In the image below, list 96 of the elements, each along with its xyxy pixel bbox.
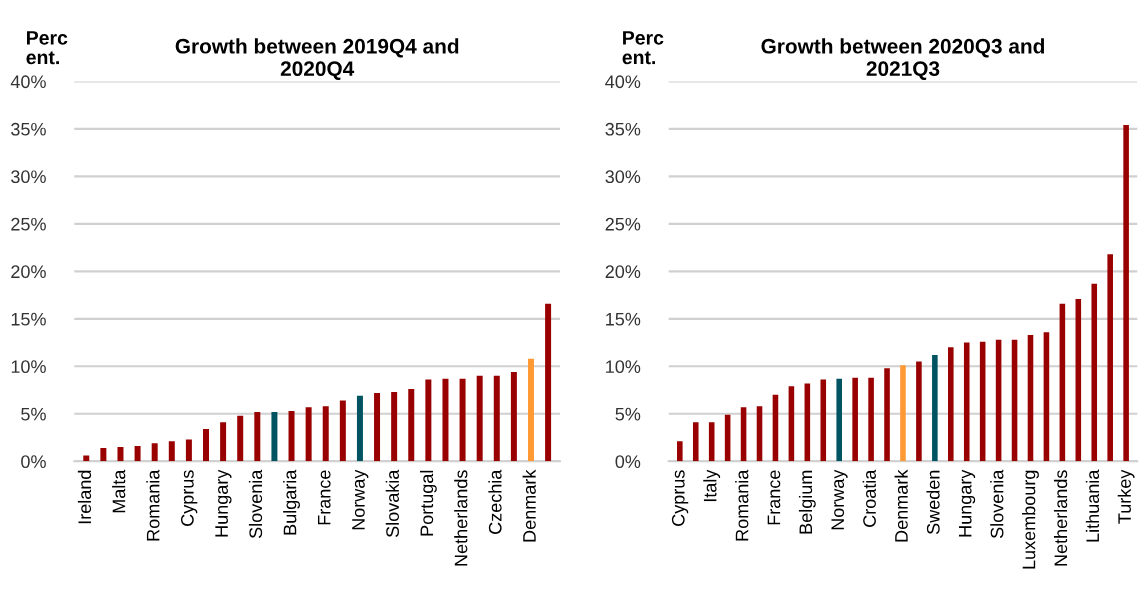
- x-tick-label: Belgium: [798, 470, 816, 534]
- x-tick-label: Bulgaria: [283, 469, 300, 535]
- y-tick-label: 5%: [21, 407, 46, 421]
- bar: [708, 422, 715, 462]
- y-tick-label: 25%: [605, 217, 641, 231]
- x-tick-label: Slovenia: [248, 469, 263, 539]
- bar: [391, 391, 398, 462]
- bar: [545, 303, 552, 462]
- x-tick-label: Netherlands: [454, 470, 468, 566]
- bar: [476, 375, 483, 462]
- x-tick-label: Portugal: [419, 470, 437, 536]
- x-tick-label: France: [317, 470, 331, 525]
- chart-title: Growth between 2020Q3 and 2021Q3: [761, 38, 1045, 80]
- bar: [692, 422, 699, 462]
- x-tick-label: Norway: [352, 469, 369, 530]
- y-tick-label: 15%: [11, 312, 46, 326]
- bar: [916, 361, 922, 462]
- y-tick-label: 20%: [11, 265, 46, 279]
- bar: [237, 415, 244, 462]
- bar: [305, 407, 312, 462]
- y-tick-label: 10%: [606, 360, 641, 374]
- y-tick-label: 0%: [615, 455, 641, 469]
- bar: [1123, 125, 1129, 462]
- y-tick-label: 40%: [605, 75, 641, 89]
- chart-title: Growth between 2019Q4 and 2020Q4: [175, 38, 459, 80]
- x-tick-label: Cyprus: [180, 470, 198, 526]
- bar: [151, 443, 158, 462]
- x-tick-label: Turkey: [1117, 469, 1135, 524]
- bar: [220, 422, 227, 462]
- x-tick-label: Ireland: [77, 470, 92, 524]
- bar: [374, 392, 381, 462]
- bar: [100, 448, 107, 462]
- bar: [948, 347, 954, 462]
- x-tick-label: Hungary: [958, 469, 976, 537]
- bar: [185, 439, 192, 462]
- y-tick-label: 35%: [605, 122, 641, 136]
- x-tick-label: Malta: [112, 469, 126, 513]
- y-tick-label: 25%: [11, 217, 46, 231]
- x-tick-label: France: [767, 470, 781, 525]
- bar: [868, 377, 874, 462]
- y-tick-label: 35%: [11, 122, 46, 136]
- bar: [442, 378, 449, 462]
- bar: [677, 441, 683, 462]
- x-tick-label: Denmark: [522, 469, 536, 542]
- x-tick-label: Czechia: [488, 469, 502, 534]
- bar: [963, 342, 970, 462]
- bar: [408, 389, 415, 462]
- bar: [820, 379, 827, 462]
- x-tick-label: Slovakia: [385, 469, 399, 538]
- x-tick-label: Luxembourg: [1022, 470, 1039, 569]
- bar: [356, 395, 363, 462]
- bar: [804, 383, 811, 462]
- bar: [425, 379, 432, 462]
- bar: [322, 406, 329, 462]
- x-tick-label: Hungary: [215, 469, 232, 537]
- y-tick-label: 15%: [606, 312, 641, 326]
- bar: [852, 377, 858, 462]
- y-tick-label: 30%: [11, 170, 46, 184]
- bar: [168, 441, 175, 462]
- x-tick-label: Denmark: [894, 469, 908, 542]
- x-tick-label: Croatia: [862, 469, 876, 527]
- y-tick-label: 40%: [10, 75, 46, 89]
- x-tick-label: Norway: [831, 469, 848, 530]
- x-tick-label: Slovenia: [990, 469, 1004, 539]
- y-tick-label: 5%: [615, 407, 641, 421]
- bar: [1091, 283, 1098, 462]
- x-tick-label: Romania: [735, 469, 749, 541]
- bar: [134, 446, 141, 462]
- bar: [339, 400, 346, 462]
- bar: [203, 429, 209, 462]
- y-tick-label: 0%: [21, 455, 46, 469]
- bar: [900, 365, 906, 462]
- bar: [884, 368, 890, 462]
- bar: [528, 358, 534, 462]
- bar: [117, 447, 124, 462]
- y-axis-title: Perc ent.: [622, 31, 664, 65]
- bar: [932, 354, 938, 462]
- x-tick-label: Netherlands: [1053, 470, 1068, 566]
- x-tick-label: Romania: [146, 469, 160, 541]
- bar: [271, 411, 278, 462]
- y-tick-label: 10%: [11, 360, 46, 374]
- bar: [756, 406, 763, 462]
- bar: [836, 378, 842, 462]
- y-axis-title: Perc ent.: [26, 31, 68, 65]
- bar: [288, 410, 295, 462]
- x-tick-label: Italy: [703, 469, 721, 502]
- bar: [459, 378, 466, 462]
- x-tick-label: Sweden: [926, 470, 940, 535]
- bar: [1107, 254, 1113, 462]
- x-tick-label: Cyprus: [671, 470, 689, 526]
- x-tick-label: Lithuania: [1085, 469, 1100, 542]
- y-tick-label: 30%: [605, 170, 641, 184]
- bar: [254, 411, 261, 462]
- y-tick-label: 20%: [605, 265, 641, 279]
- bar: [510, 372, 517, 462]
- bar: [493, 375, 500, 462]
